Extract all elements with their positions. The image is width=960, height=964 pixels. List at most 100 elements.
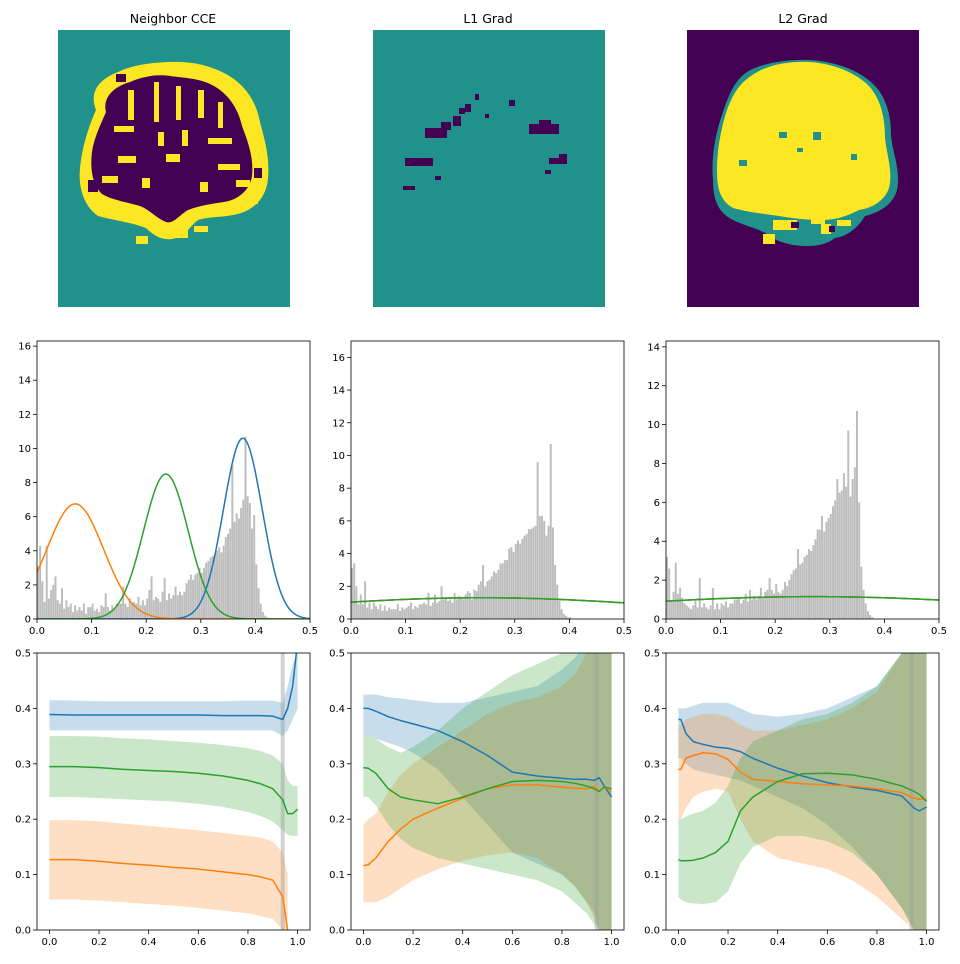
histogram-bar [692, 605, 695, 619]
histogram-bar [711, 587, 714, 619]
histogram-bar [41, 581, 44, 619]
plot-area-6 [49, 653, 299, 930]
axes-frame [350, 652, 625, 931]
histogram-bar [91, 603, 94, 619]
x-tick-label: 0.0 [41, 937, 57, 948]
histogram-bar [185, 583, 188, 619]
y-tick-label: 0.4 [15, 704, 31, 715]
x-tick-label: 0.6 [190, 937, 206, 948]
histogram-bar [377, 609, 380, 619]
histogram-bar [714, 609, 717, 619]
confidence-band-0 [49, 653, 298, 737]
histogram-bar [414, 605, 417, 619]
histogram-bar [82, 603, 85, 619]
histogram-bar [453, 592, 456, 619]
plot-area-3 [37, 436, 310, 619]
histogram-bar [124, 603, 127, 619]
histogram-bar [779, 593, 782, 619]
histogram-bar [781, 589, 784, 619]
gaussian-fit-line-0 [37, 437, 310, 619]
histogram-bar [196, 572, 199, 619]
axes-frame [36, 340, 311, 620]
histogram-bar [222, 545, 225, 619]
histogram-bar [473, 589, 476, 619]
histogram-bar [135, 603, 138, 619]
x-tick-label: 0.8 [240, 937, 256, 948]
histogram-bar [521, 538, 524, 619]
histogram-bar [431, 602, 434, 619]
histogram-bar [731, 603, 734, 619]
histogram-bar [455, 599, 458, 619]
y-tick-label: 0.4 [644, 704, 660, 715]
histogram-bar [475, 591, 478, 619]
histogram-bar [510, 547, 513, 619]
y-tick-label: 0.0 [644, 926, 660, 937]
x-tick-label: 0.4 [561, 626, 577, 637]
histogram [666, 410, 874, 619]
histogram-bar [554, 565, 557, 619]
histogram-bar [818, 529, 821, 619]
histogram-bar [133, 601, 136, 619]
y-tick-label: 0.5 [15, 649, 31, 660]
histogram-bar [547, 525, 550, 619]
y-tick-label: 6 [654, 498, 660, 509]
histogram-bar [47, 598, 50, 619]
x-tick-label: 0.3 [193, 626, 209, 637]
histogram-bar [556, 584, 559, 619]
y-tick-label: 0.0 [15, 926, 31, 937]
y-tick-label: 14 [332, 386, 345, 397]
y-tick-label: 2 [339, 582, 345, 593]
histogram-bar [506, 560, 509, 619]
histogram-bar [157, 598, 160, 619]
histogram-bar [370, 609, 373, 619]
histogram-bar [499, 563, 502, 619]
histogram-bar [468, 592, 471, 619]
histogram-bar [383, 605, 386, 619]
histogram-bar [113, 608, 116, 619]
y-tick-label: 12 [332, 418, 345, 429]
histogram-bar [390, 609, 393, 619]
histogram-bar [95, 608, 98, 619]
histogram-bar [361, 604, 364, 619]
histogram-bar [442, 599, 445, 619]
histogram-bar [130, 603, 133, 619]
x-tick-label: 0.2 [405, 937, 421, 948]
histogram-bar [89, 607, 92, 619]
histogram-bar [530, 529, 533, 619]
histogram-bar [67, 607, 70, 619]
histogram-bar [495, 573, 498, 619]
histogram-bar [519, 543, 522, 619]
y-tick-label: 0.1 [15, 870, 31, 881]
histogram-bar [753, 595, 756, 619]
confidence-band-1 [678, 653, 927, 930]
histogram-bar [703, 603, 706, 619]
histogram-bar [78, 607, 81, 619]
histogram-bar [401, 607, 404, 619]
histogram-bar [847, 430, 850, 619]
plot-panel-3: 0.0 0.1 0.2 0.3 0.4 0.5 0 2 4 6 8 10 12 14 16 [18, 340, 318, 637]
histogram-bar [218, 547, 221, 619]
histogram-bar [447, 601, 450, 619]
x-tick-label: 0.4 [141, 937, 157, 948]
y-tick-label: 0.5 [644, 649, 660, 660]
histogram-bar [187, 579, 190, 619]
histogram-bar [93, 610, 96, 619]
x-tick-label: 0.1 [398, 626, 414, 637]
histogram-bar [379, 604, 382, 619]
histogram-bar [39, 545, 42, 619]
mean-line-1 [363, 784, 612, 867]
histogram-bar [666, 556, 668, 619]
y-tick-label: 0.3 [15, 759, 31, 770]
histogram-bar [359, 594, 362, 619]
histogram-bar [676, 593, 679, 619]
histogram-bar [409, 602, 412, 619]
confidence-band-1 [49, 820, 288, 930]
histogram-bar [45, 545, 48, 619]
x-tick-label: 0.2 [452, 626, 468, 637]
histogram-bar [71, 612, 74, 619]
mean-line-2 [363, 766, 612, 805]
histogram-bar [786, 585, 789, 619]
histogram-bar [240, 508, 243, 619]
y-tick-label: 0.1 [329, 870, 345, 881]
histogram-bar [484, 586, 487, 619]
